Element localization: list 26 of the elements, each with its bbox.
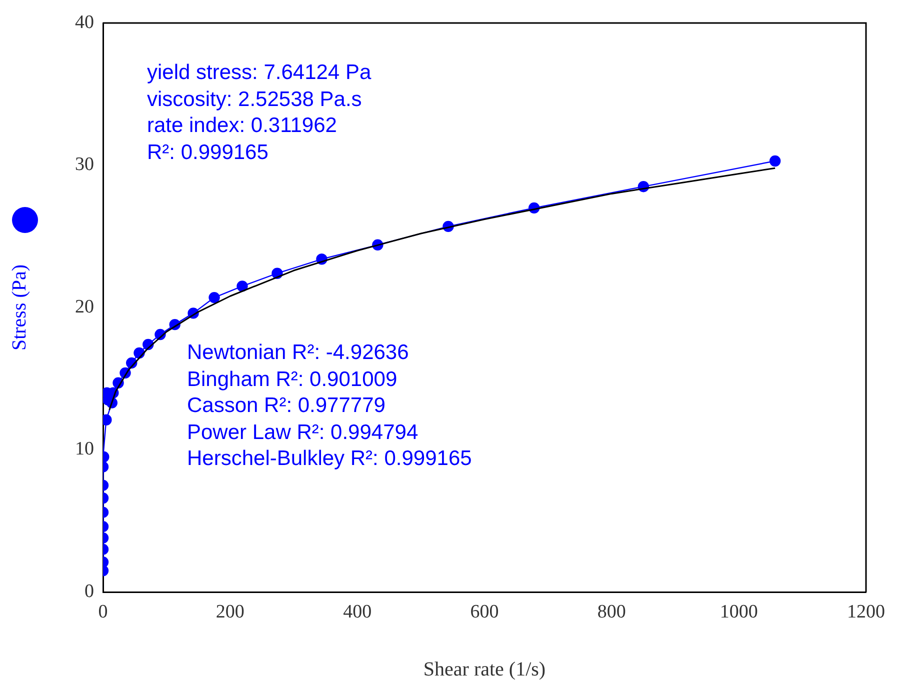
x-tick-label: 0	[98, 601, 108, 622]
annotation: Power Law R²: 0.994794	[187, 420, 418, 446]
y-tick-label: 10	[75, 438, 94, 460]
point	[236, 280, 248, 292]
y-tick-label: 20	[75, 296, 94, 318]
annotation: Bingham R²: 0.901009	[187, 366, 398, 392]
y-tick-label: 0	[84, 580, 94, 602]
annotation: Herschel-Bulkley R²: 0.999165	[187, 446, 472, 472]
y-tick-label: 30	[75, 154, 94, 176]
annotation: yield stress: 7.64124 Pa	[147, 60, 372, 86]
x-tick-label: 200	[216, 601, 244, 622]
point	[769, 155, 781, 167]
annotation: Newtonian R²: -4.92636	[187, 340, 409, 366]
x-tick-label: 800	[597, 601, 626, 622]
point	[208, 292, 220, 304]
annotation: Casson R²: 0.977779	[187, 393, 386, 419]
x-tick-label: 600	[470, 601, 499, 622]
x-tick-label: 1200	[847, 601, 885, 622]
y-tick-label: 40	[75, 12, 94, 33]
x-tick-label: 400	[343, 601, 372, 622]
x-axis-title: Shear rate (1/s)	[423, 658, 546, 680]
y-axis-title: Stress (Pa)	[8, 264, 30, 351]
annotation: viscosity: 2.52538 Pa.s	[147, 86, 362, 112]
annotation: R²: 0.999165	[147, 140, 268, 166]
x-tick-label: 1000	[720, 601, 758, 622]
annotation: rate index: 0.311962	[147, 113, 337, 139]
